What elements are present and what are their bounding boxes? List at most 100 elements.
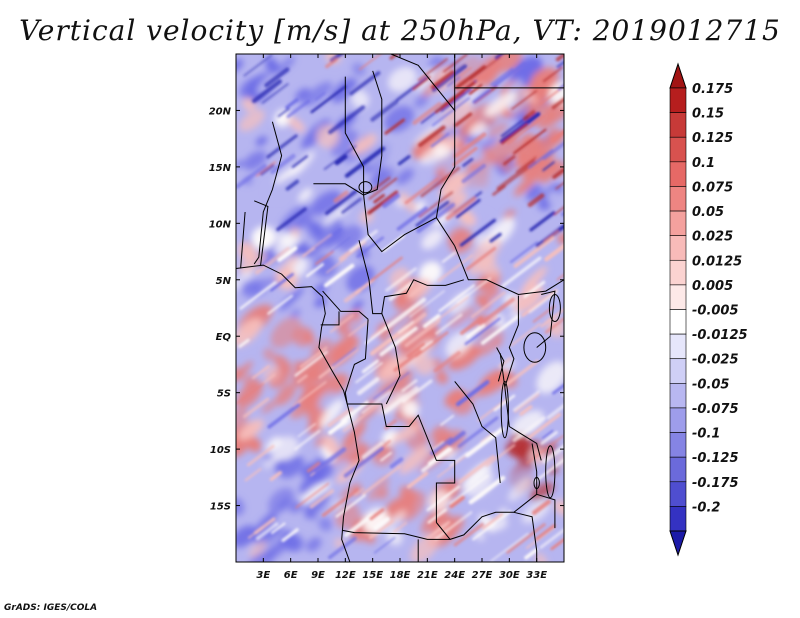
field-streak bbox=[264, 67, 290, 88]
field-streak bbox=[551, 129, 564, 143]
field-patch bbox=[421, 229, 444, 250]
field-patch bbox=[454, 54, 488, 80]
field-streak bbox=[236, 382, 265, 405]
field-patch bbox=[316, 373, 349, 398]
field-patch bbox=[497, 429, 512, 443]
lat-tick-label: 5N bbox=[216, 276, 232, 287]
field-streak bbox=[286, 99, 310, 119]
field-streak bbox=[445, 196, 476, 221]
field-patch bbox=[432, 148, 461, 170]
field-streak bbox=[490, 67, 514, 87]
field-patch bbox=[521, 266, 548, 292]
field-streak bbox=[542, 141, 564, 161]
field-patch bbox=[352, 300, 364, 311]
lat-tick-label: 10S bbox=[210, 445, 231, 456]
field-streak bbox=[433, 520, 451, 535]
field-streak bbox=[455, 380, 490, 407]
field-patch bbox=[351, 62, 366, 77]
field-patch bbox=[385, 497, 406, 514]
field-streak bbox=[392, 521, 408, 534]
field-patch bbox=[249, 540, 267, 558]
colorbar-label: -0.05 bbox=[692, 377, 729, 392]
lake bbox=[533, 476, 540, 490]
field-patch bbox=[241, 279, 261, 298]
field-streak bbox=[261, 83, 289, 104]
field-patch bbox=[388, 510, 407, 528]
country-border bbox=[320, 311, 340, 326]
field-streak bbox=[367, 190, 399, 215]
field-streak bbox=[291, 155, 308, 168]
lon-tick-label: 27E bbox=[472, 570, 493, 581]
field-streak bbox=[361, 441, 384, 460]
field-patch bbox=[385, 163, 395, 173]
field-streak bbox=[269, 471, 282, 481]
field-patch bbox=[377, 487, 389, 500]
field-patch bbox=[388, 66, 417, 92]
colorbar-swatch bbox=[669, 210, 687, 236]
field-streak bbox=[556, 60, 564, 69]
field-streak bbox=[440, 88, 472, 112]
colorbar-label: -0.075 bbox=[692, 402, 739, 417]
field-streak bbox=[481, 512, 504, 530]
field-patch bbox=[447, 305, 476, 329]
field-streak bbox=[430, 437, 453, 456]
field-streak bbox=[292, 381, 327, 407]
field-streak bbox=[449, 474, 489, 505]
field-patch bbox=[239, 109, 265, 132]
field-streak bbox=[299, 346, 328, 368]
field-streak bbox=[440, 81, 476, 108]
field-streak bbox=[524, 548, 538, 560]
field-patch bbox=[511, 410, 544, 436]
field-streak bbox=[430, 132, 450, 148]
field-streak bbox=[314, 91, 326, 101]
colorbar-label: -0.175 bbox=[692, 476, 739, 491]
field-patch bbox=[322, 205, 350, 226]
field-streak bbox=[553, 206, 564, 216]
field-streak bbox=[243, 54, 273, 77]
lat-tick-label: 20N bbox=[209, 106, 232, 117]
field-streak bbox=[412, 101, 442, 125]
field-streak bbox=[526, 413, 562, 440]
field-streak bbox=[239, 281, 277, 310]
field-streak bbox=[418, 125, 446, 148]
lat-tick-label: 10N bbox=[209, 219, 232, 230]
field-streak bbox=[348, 320, 370, 337]
field-patch bbox=[371, 243, 386, 258]
field-patch bbox=[266, 182, 285, 201]
field-patch bbox=[335, 503, 360, 529]
field-streak bbox=[540, 431, 558, 445]
map-title: Vertical velocity [m/s] at 250hPa, VT: 2… bbox=[19, 14, 781, 47]
field-streak bbox=[485, 444, 516, 467]
colorbar-label: -0.025 bbox=[692, 353, 739, 368]
lon-tick-label: 21E bbox=[417, 570, 438, 581]
field-streak bbox=[318, 348, 359, 379]
field-patch bbox=[538, 160, 563, 184]
lon-tick-label: 6E bbox=[284, 570, 298, 581]
field-streak bbox=[364, 326, 388, 345]
field-streak bbox=[442, 54, 468, 73]
field-patch bbox=[319, 399, 345, 428]
field-patch bbox=[290, 227, 300, 238]
field-streak bbox=[506, 114, 546, 145]
field-streak bbox=[512, 390, 541, 412]
field-streak bbox=[296, 374, 308, 384]
field-patch bbox=[313, 254, 337, 278]
field-patch bbox=[306, 537, 322, 552]
field-patch bbox=[263, 348, 275, 361]
field-patch bbox=[376, 396, 400, 414]
field-streak bbox=[361, 465, 402, 496]
field-streak bbox=[539, 85, 564, 106]
lat-tick-label: EQ bbox=[216, 332, 232, 343]
field-streak bbox=[420, 166, 461, 198]
field-streak bbox=[426, 485, 461, 512]
field-streak bbox=[422, 313, 441, 329]
country-border bbox=[358, 240, 464, 315]
field-patch bbox=[295, 87, 310, 102]
colorbar-swatch bbox=[669, 407, 687, 433]
field-streak bbox=[435, 313, 463, 335]
field-streak bbox=[555, 181, 564, 190]
country-border bbox=[363, 70, 456, 253]
field-streak bbox=[527, 193, 545, 208]
colorbar-label: 0.025 bbox=[692, 230, 733, 245]
field-streak bbox=[355, 278, 376, 295]
